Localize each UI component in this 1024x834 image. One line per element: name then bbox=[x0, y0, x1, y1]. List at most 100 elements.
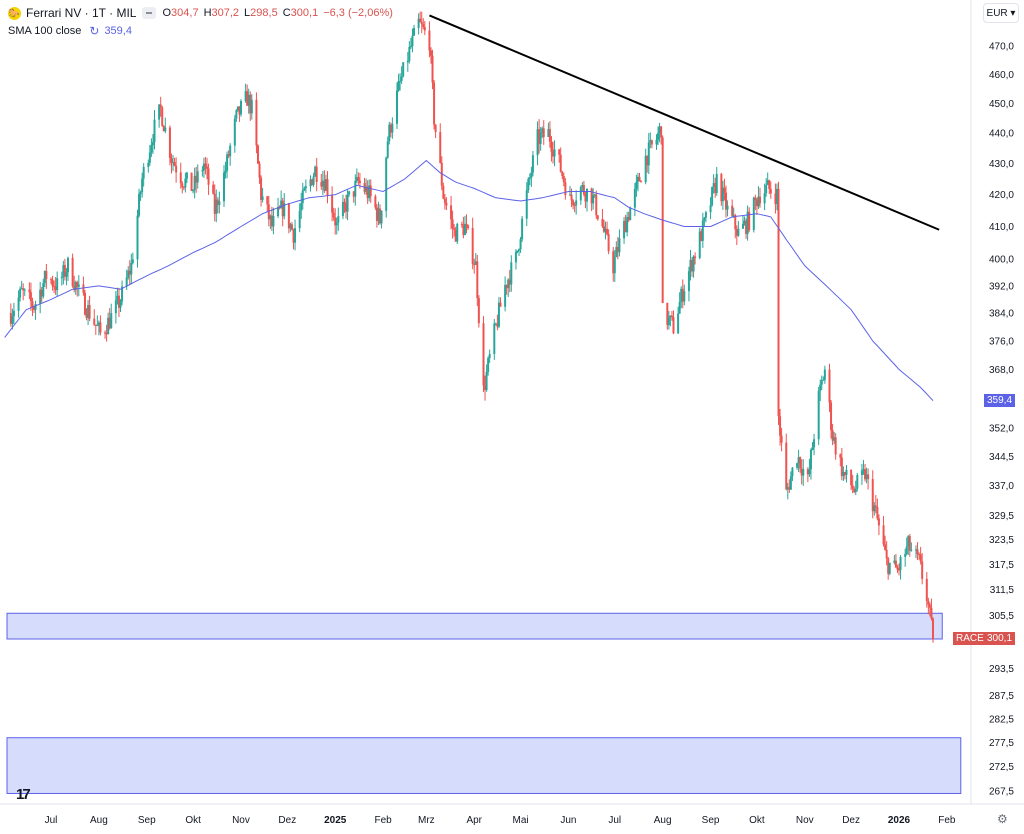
candle-body bbox=[607, 233, 610, 252]
candle bbox=[386, 136, 389, 159]
candle bbox=[898, 563, 900, 576]
candle bbox=[62, 260, 65, 285]
price-zone-1[interactable] bbox=[6, 612, 943, 640]
candle-body bbox=[476, 261, 479, 299]
candle bbox=[601, 208, 604, 228]
candle-body bbox=[572, 200, 575, 206]
candle bbox=[159, 96, 162, 117]
candle-body bbox=[139, 192, 142, 194]
candle bbox=[326, 171, 329, 204]
candle-body bbox=[366, 186, 369, 199]
candlestick-series bbox=[9, 11, 934, 643]
candle-body bbox=[928, 604, 931, 608]
candle-body bbox=[331, 195, 334, 213]
candle bbox=[789, 471, 792, 490]
price-tick-label: 410,0 bbox=[989, 222, 1014, 233]
candle bbox=[471, 217, 474, 270]
candle bbox=[802, 459, 805, 486]
candle bbox=[463, 215, 466, 236]
candle bbox=[117, 288, 120, 318]
candle-body bbox=[746, 211, 749, 234]
candle-body bbox=[151, 142, 154, 146]
candle bbox=[270, 206, 273, 232]
candle bbox=[510, 255, 513, 292]
sma-indicator-label[interactable]: SMA 100 close bbox=[8, 25, 82, 37]
candle-body bbox=[725, 192, 728, 210]
sma-100-line[interactable] bbox=[4, 159, 934, 401]
candle-body bbox=[110, 313, 113, 329]
candle bbox=[910, 542, 913, 552]
candle-body bbox=[218, 201, 221, 205]
candle-body bbox=[755, 200, 758, 207]
symbol-title[interactable]: Ferrari NV · 1T · MIL bbox=[26, 6, 137, 20]
candle-body bbox=[358, 180, 361, 184]
candle-body bbox=[93, 318, 96, 325]
candle bbox=[204, 157, 207, 175]
candle-body bbox=[638, 176, 641, 182]
candle-body bbox=[320, 182, 323, 187]
candle bbox=[482, 316, 485, 393]
price-zone-2[interactable] bbox=[6, 737, 962, 794]
candle-body bbox=[73, 286, 76, 291]
collapse-legend-icon[interactable] bbox=[142, 7, 157, 19]
candle bbox=[493, 319, 496, 360]
currency-selector[interactable]: EUR ▾ bbox=[983, 3, 1019, 23]
trendline-annotation[interactable] bbox=[429, 14, 940, 231]
candle-body bbox=[226, 154, 229, 171]
candle bbox=[402, 61, 405, 78]
candle-body bbox=[131, 259, 134, 263]
candle bbox=[467, 224, 470, 230]
candle-body bbox=[723, 187, 726, 193]
candle bbox=[51, 275, 54, 291]
candle bbox=[647, 133, 650, 174]
candle-body bbox=[888, 562, 891, 574]
candle-body bbox=[927, 600, 930, 605]
tradingview-logo-icon[interactable]: 17 bbox=[16, 786, 31, 803]
price-tick-label: 470,0 bbox=[989, 42, 1014, 53]
candle bbox=[419, 11, 422, 23]
candle-body bbox=[77, 284, 80, 287]
candle-body bbox=[184, 178, 187, 188]
candle bbox=[845, 465, 848, 483]
candle bbox=[42, 278, 45, 299]
candle bbox=[885, 541, 888, 566]
sma-price-badge: 359,4 bbox=[984, 394, 1016, 408]
candle-body bbox=[627, 217, 630, 221]
candle-body bbox=[369, 185, 372, 197]
price-axis[interactable]: 470,0 460,0 450,0 440,0 430,0 420,0 410,0 400,0… bbox=[989, 42, 1014, 798]
candle bbox=[321, 171, 324, 195]
candle bbox=[862, 459, 865, 475]
candle-body bbox=[357, 177, 360, 181]
candle-body bbox=[748, 211, 751, 230]
candle bbox=[797, 449, 800, 473]
candle bbox=[774, 183, 777, 214]
candle-body bbox=[454, 229, 457, 242]
time-axis[interactable]: Jul Aug Sep Okt Nov Dez 2025 Feb Mrz Apr Mai Jun Jul… bbox=[45, 815, 956, 826]
candle-body bbox=[691, 259, 694, 272]
candle bbox=[417, 13, 420, 35]
candle bbox=[85, 308, 88, 321]
candle-body bbox=[552, 151, 555, 157]
settings-gear-icon[interactable]: ⚙ bbox=[997, 812, 1008, 826]
candle-body bbox=[311, 179, 314, 185]
candle bbox=[606, 221, 609, 236]
candle bbox=[704, 210, 707, 223]
candle-body bbox=[514, 251, 517, 263]
candle-body bbox=[222, 172, 225, 202]
candle-body bbox=[499, 302, 502, 307]
candle-body bbox=[854, 488, 857, 493]
candle-body bbox=[270, 215, 273, 227]
candle bbox=[887, 556, 890, 580]
candle-body bbox=[568, 194, 571, 196]
candle-body bbox=[758, 196, 761, 204]
symbol-legend-row: 🐎 Ferrari NV · 1T · MIL O304,7 H307,2 L2… bbox=[8, 4, 393, 22]
time-tick-label: Feb bbox=[938, 815, 956, 826]
candle-body bbox=[660, 126, 663, 138]
candle bbox=[97, 320, 100, 336]
resistance-trendline[interactable] bbox=[429, 14, 940, 231]
candle bbox=[341, 194, 344, 220]
candle bbox=[843, 471, 846, 480]
candle-body bbox=[105, 332, 108, 335]
time-tick-label: Okt bbox=[749, 815, 765, 826]
